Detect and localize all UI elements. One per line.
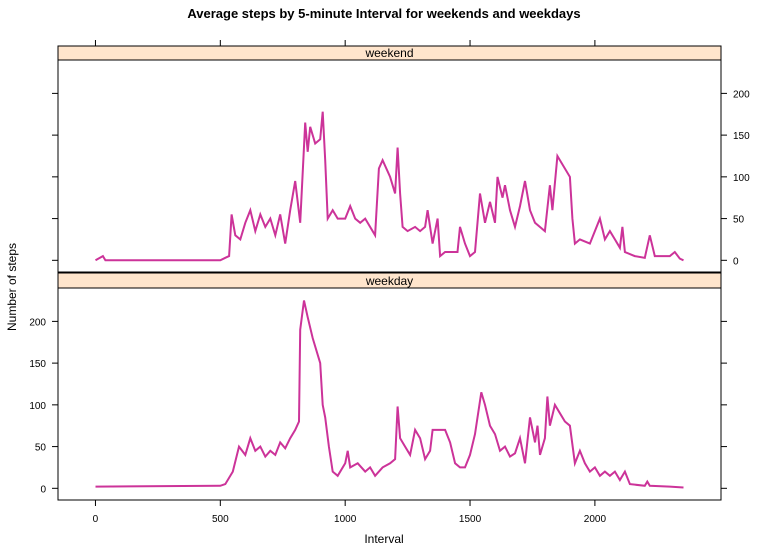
- y-tick-label: 0: [733, 256, 739, 267]
- y-tick-label: 0: [40, 484, 46, 495]
- y-tick-label: 150: [29, 359, 46, 370]
- data-line: [95, 111, 684, 262]
- x-tick-label: 0: [93, 514, 99, 525]
- strip-label: weekday: [365, 274, 413, 288]
- y-axis-label: Number of steps: [5, 243, 19, 331]
- panel-frame: [57, 59, 722, 273]
- x-tick-label: 2000: [584, 514, 607, 525]
- y-tick-label: 100: [733, 173, 750, 184]
- panel-frame: [57, 287, 722, 501]
- y-tick-label: 200: [29, 317, 46, 328]
- y-tick-label: 150: [733, 131, 750, 142]
- data-line: [95, 300, 684, 489]
- strip-label: weekend: [364, 46, 413, 60]
- x-tick-label: 500: [212, 514, 229, 525]
- chart-title: Average steps by 5-minute Interval for w…: [187, 6, 580, 21]
- x-tick-label: 1500: [459, 514, 482, 525]
- y-tick-label: 50: [35, 443, 47, 454]
- y-tick-label: 100: [29, 401, 46, 412]
- y-tick-label: 50: [733, 215, 745, 226]
- x-axis-label: Interval: [364, 532, 403, 546]
- y-tick-label: 200: [733, 89, 750, 100]
- x-tick-label: 1000: [334, 514, 357, 525]
